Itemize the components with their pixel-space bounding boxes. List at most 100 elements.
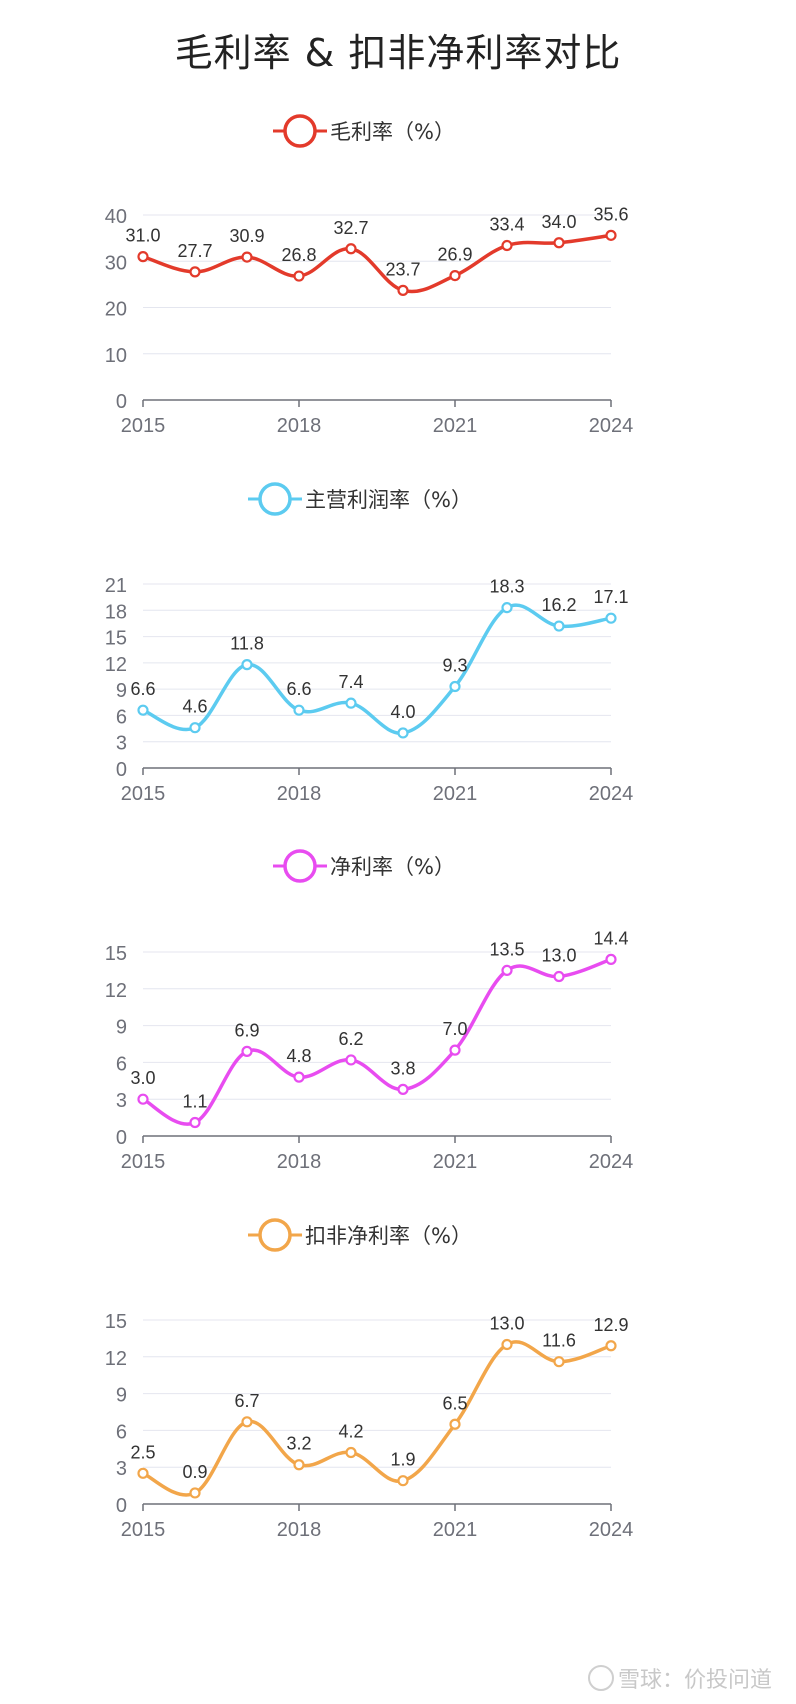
legend-label: 毛利率（%） [330, 120, 455, 144]
y-tick-label: 0 [116, 759, 127, 781]
x-tick-label: 2018 [277, 783, 322, 805]
data-label: 6.9 [234, 1020, 259, 1040]
data-point [189, 1487, 201, 1499]
data-label: 1.9 [390, 1450, 415, 1470]
y-tick-label: 3 [116, 733, 127, 755]
x-tick-label: 2021 [433, 415, 478, 437]
data-label: 6.2 [338, 1029, 363, 1049]
x-tick-label: 2021 [433, 1519, 478, 1541]
data-point [553, 237, 565, 249]
data-point [189, 1116, 201, 1129]
data-label: 4.8 [286, 1046, 311, 1066]
series-line [141, 233, 613, 294]
data-point [397, 1475, 409, 1487]
y-tick-label: 20 [105, 299, 127, 321]
x-tick-label: 2021 [433, 1151, 478, 1173]
y-tick-label: 0 [116, 1495, 127, 1517]
y-tick-label: 3 [116, 1090, 127, 1112]
data-point [293, 1459, 305, 1471]
page-title: 毛利率 & 扣非净利率对比 [174, 31, 622, 75]
data-point [345, 1054, 357, 1066]
data-label: 23.7 [385, 259, 420, 279]
data-point [241, 251, 253, 263]
legend-label: 主营利润率（%） [305, 488, 472, 512]
data-point [293, 270, 305, 282]
y-tick-label: 0 [116, 391, 127, 413]
watermark: 雪球：价投问道 [587, 1662, 772, 1694]
data-label: 13.0 [541, 946, 576, 966]
data-point [293, 1071, 305, 1083]
y-tick-label: 15 [105, 943, 127, 965]
y-tick-label: 18 [105, 601, 127, 623]
chart-panel-2: 主营利润率（%） 0 3 6 9 12 15 18 21 2015 2018 2021 2024 6.6 4… [105, 482, 633, 805]
x-tick-label: 2018 [277, 1151, 322, 1173]
legend-label: 净利率（%） [330, 855, 455, 879]
data-point [553, 970, 565, 983]
data-point [501, 964, 513, 977]
y-tick-label: 3 [116, 1458, 127, 1480]
data-point [449, 269, 461, 282]
data-label: 11.6 [542, 1331, 576, 1351]
data-label: 30.9 [229, 226, 264, 246]
legend-marker [258, 1218, 292, 1252]
data-label: 4.6 [182, 697, 207, 717]
data-label: 2.5 [130, 1442, 155, 1462]
data-point [553, 620, 565, 632]
data-point [189, 266, 201, 278]
data-label: 9.3 [442, 656, 467, 676]
data-label: 32.7 [333, 218, 368, 238]
series-line [141, 1340, 613, 1497]
data-label: 27.7 [177, 241, 212, 261]
data-point [553, 1356, 565, 1368]
chart-panel-4: 扣非净利率（%） 0 3 6 9 12 15 2015 2018 2021 2024 2.5 0.9 6.… [105, 1218, 634, 1541]
y-tick-label: 9 [116, 1385, 127, 1407]
legend-marker [258, 482, 292, 516]
data-point [605, 1340, 617, 1352]
y-tick-label: 40 [105, 206, 127, 228]
data-point [449, 1418, 461, 1430]
x-tick-label: 2024 [589, 1151, 634, 1173]
data-label: 3.2 [286, 1434, 311, 1454]
data-label: 16.2 [541, 595, 576, 615]
x-tick-label: 2018 [277, 1519, 322, 1541]
data-label: 6.5 [442, 1393, 467, 1413]
data-label: 13.0 [489, 1314, 524, 1334]
data-point [501, 602, 513, 614]
y-tick-label: 10 [105, 345, 127, 367]
data-point [137, 1467, 149, 1479]
data-label: 33.4 [489, 215, 524, 235]
data-point [241, 1045, 253, 1057]
data-label: 26.9 [437, 245, 472, 265]
data-label: 26.8 [281, 245, 316, 265]
data-point [501, 1338, 513, 1351]
series-line [141, 957, 613, 1126]
y-tick-label: 6 [116, 706, 127, 728]
data-label: 3.0 [130, 1068, 155, 1088]
series-line [141, 603, 613, 735]
data-label: 6.6 [130, 679, 155, 699]
data-point [189, 722, 201, 734]
data-label: 31.0 [125, 226, 160, 246]
y-tick-label: 12 [105, 654, 127, 676]
data-point [397, 1083, 409, 1095]
data-label: 12.9 [593, 1315, 628, 1335]
data-point [501, 239, 513, 252]
data-label: 11.8 [230, 634, 264, 654]
data-point [137, 1093, 149, 1105]
x-tick-label: 2015 [121, 1151, 166, 1173]
data-point [345, 697, 357, 709]
data-label: 1.1 [182, 1092, 207, 1112]
data-label: 7.4 [338, 672, 363, 692]
x-tick-label: 2024 [589, 415, 634, 437]
x-tick-label: 2018 [277, 415, 322, 437]
y-tick-label: 12 [105, 1348, 127, 1370]
y-tick-label: 30 [105, 252, 127, 274]
data-label: 0.9 [182, 1462, 207, 1482]
legend-marker [283, 849, 317, 883]
data-label: 6.6 [286, 679, 311, 699]
data-label: 4.0 [390, 702, 415, 722]
x-tick-label: 2015 [121, 1519, 166, 1541]
data-point [345, 243, 357, 255]
x-tick-label: 2024 [589, 1519, 634, 1541]
